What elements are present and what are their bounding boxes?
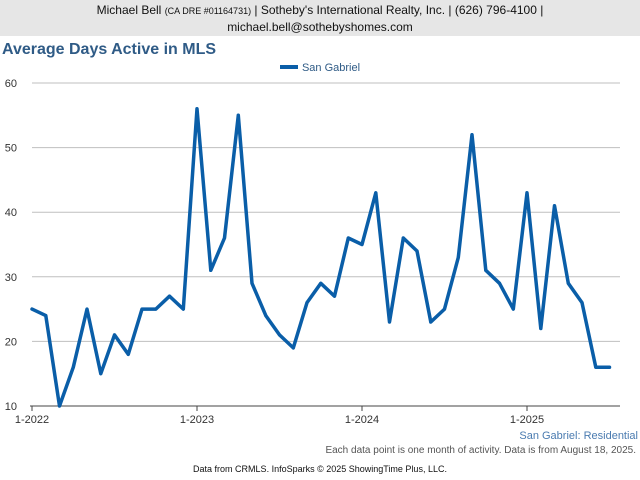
data-point xyxy=(525,191,529,195)
data-point xyxy=(608,365,611,369)
data-point xyxy=(319,281,323,285)
data-point xyxy=(209,268,213,272)
y-tick-label: 50 xyxy=(5,143,17,155)
chart-title: Average Days Active in MLS xyxy=(2,41,217,58)
agent-email[interactable]: michael.bell@sothebyshomes.com xyxy=(227,20,413,34)
data-point xyxy=(250,281,254,285)
data-point xyxy=(539,326,543,330)
data-point xyxy=(99,372,103,376)
data-point xyxy=(30,307,34,311)
series-line-san-gabriel xyxy=(30,107,612,408)
data-point xyxy=(388,320,391,324)
x-tick-label: 1-2025 xyxy=(510,414,544,426)
data-point xyxy=(71,365,75,369)
data-point xyxy=(264,314,268,318)
x-tick-label: 1-2022 xyxy=(15,414,49,426)
agent-company-phone: | Sotheby's International Realty, Inc. |… xyxy=(254,3,544,17)
data-point xyxy=(346,236,350,240)
data-point xyxy=(498,281,501,285)
data-point xyxy=(511,307,515,311)
data-source: Data from CRMLS. InfoSparks © 2025 Showi… xyxy=(193,464,447,474)
y-tick-label: 60 xyxy=(5,78,17,90)
data-point xyxy=(85,307,89,311)
data-point xyxy=(168,294,171,298)
agent-header-line1: Michael Bell (CA DRE #01164731) | Sotheb… xyxy=(0,2,640,19)
data-point xyxy=(140,307,144,311)
chart-caption: San Gabriel: Residential xyxy=(519,430,638,442)
data-point xyxy=(278,333,281,337)
data-point xyxy=(443,307,446,311)
data-point xyxy=(553,204,556,208)
data-point xyxy=(223,236,226,240)
data-point xyxy=(44,314,48,318)
data-point xyxy=(456,255,460,259)
data-point xyxy=(154,307,158,311)
data-point xyxy=(195,107,199,111)
legend-swatch xyxy=(279,65,298,70)
x-tick-label: 1-2023 xyxy=(180,414,214,426)
chart-legend[interactable]: San Gabriel xyxy=(0,62,640,74)
x-tick-label: 1-2024 xyxy=(345,414,379,426)
y-tick-label: 40 xyxy=(5,207,17,219)
legend-label: San Gabriel xyxy=(301,62,361,74)
data-point xyxy=(580,301,584,305)
data-point xyxy=(374,191,378,195)
data-point xyxy=(305,301,309,305)
data-point xyxy=(181,307,185,311)
data-point xyxy=(566,281,570,285)
agent-dre: (CA DRE #01164731) xyxy=(164,6,252,16)
data-point xyxy=(360,243,364,246)
data-point xyxy=(401,236,405,240)
y-tick-label: 10 xyxy=(5,401,17,413)
agent-name: Michael Bell xyxy=(96,3,162,17)
data-point xyxy=(415,249,419,253)
data-point xyxy=(236,113,240,117)
data-point xyxy=(291,346,295,350)
data-point xyxy=(484,268,488,272)
data-point xyxy=(594,365,598,369)
data-point xyxy=(333,294,336,298)
chart-footnote: Each data point is one month of activity… xyxy=(325,445,636,456)
data-point xyxy=(470,133,474,137)
data-point xyxy=(113,333,116,337)
agent-header: Michael Bell (CA DRE #01164731) | Sotheb… xyxy=(0,0,640,36)
y-tick-label: 30 xyxy=(5,272,17,284)
y-tick-label: 20 xyxy=(5,336,17,348)
data-point xyxy=(58,404,61,408)
data-point xyxy=(126,352,130,356)
data-point xyxy=(429,320,433,324)
